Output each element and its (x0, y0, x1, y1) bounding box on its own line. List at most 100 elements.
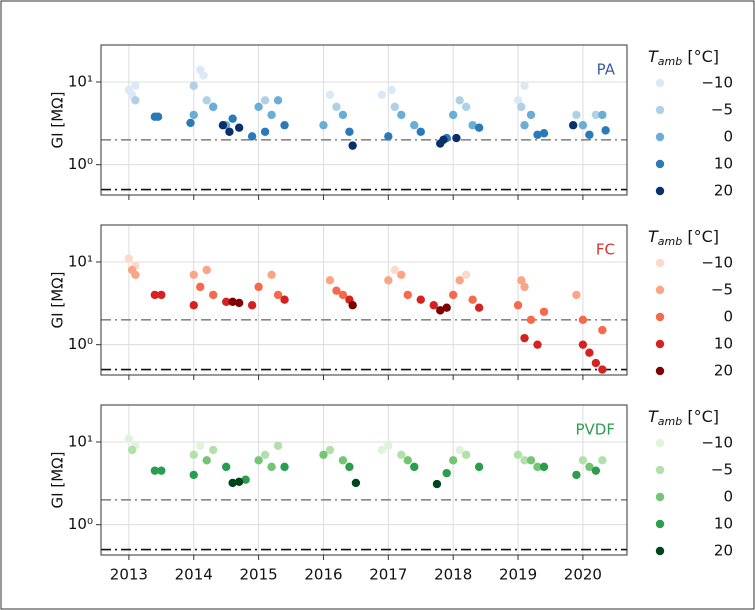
point (228, 297, 237, 307)
point (520, 81, 529, 90)
point (520, 282, 529, 292)
point (189, 81, 198, 90)
legend-marker (655, 546, 665, 556)
point (209, 445, 218, 455)
point (348, 141, 357, 150)
point (384, 132, 393, 141)
legend-title-part: amb (658, 55, 682, 68)
point (526, 315, 536, 324)
point (189, 301, 198, 310)
point (254, 456, 263, 465)
legend-title-part: T (648, 47, 659, 66)
point (273, 441, 283, 450)
legend-label: 20 (714, 362, 733, 380)
point (218, 121, 228, 130)
point (280, 295, 289, 304)
point (267, 270, 276, 279)
point (338, 110, 348, 120)
point (234, 123, 244, 132)
legend-label: −10 (701, 254, 733, 272)
x-tick-label: 2014 (175, 566, 213, 584)
point (572, 470, 581, 480)
point (209, 102, 218, 112)
x-tick-label: 2016 (304, 566, 342, 584)
point (247, 132, 257, 141)
point (591, 358, 601, 368)
point (448, 456, 458, 465)
point (228, 478, 237, 488)
point (429, 301, 438, 310)
point (442, 468, 451, 478)
legend-marker (655, 78, 665, 88)
point (455, 96, 464, 105)
point (397, 110, 406, 120)
point (338, 456, 348, 465)
point (384, 441, 393, 450)
legend-marker (655, 132, 665, 142)
point (280, 121, 289, 130)
point (585, 348, 594, 357)
point (377, 445, 387, 455)
point (520, 121, 529, 130)
legend-marker (655, 339, 665, 349)
point (526, 110, 536, 120)
legend-marker (655, 258, 665, 268)
point (199, 71, 208, 80)
legend-marker (655, 465, 665, 475)
legend-marker (655, 438, 665, 448)
legend-title-part: [°C] (682, 407, 719, 426)
legend-label: 10 (714, 335, 733, 353)
point (157, 466, 166, 475)
point (533, 130, 542, 139)
point (601, 126, 610, 135)
point (410, 462, 419, 472)
legend-marker (655, 285, 665, 295)
point (260, 450, 270, 459)
point (598, 456, 607, 465)
legend-title: Tamb [°C] (648, 47, 719, 69)
point (448, 110, 458, 120)
point (533, 340, 542, 349)
point (131, 96, 140, 105)
y-tick-label: 10⁰ (68, 335, 93, 353)
point (247, 301, 257, 310)
point (572, 290, 581, 300)
point (591, 466, 601, 475)
point (189, 470, 198, 480)
point (387, 85, 396, 95)
point (578, 456, 588, 465)
point (345, 462, 354, 472)
y-tick-label: 10⁰ (68, 515, 93, 533)
point (452, 133, 461, 143)
point (267, 462, 276, 472)
point (578, 340, 588, 349)
point (351, 478, 361, 488)
point (377, 90, 387, 99)
point (131, 270, 140, 279)
point (598, 325, 607, 335)
legend-marker (655, 519, 665, 529)
point (578, 315, 588, 324)
legend-marker (655, 312, 665, 322)
panel-title: PVDF (576, 421, 616, 439)
point (196, 282, 205, 292)
point (338, 290, 348, 300)
point (241, 475, 250, 484)
legend-marker (655, 186, 665, 196)
point (432, 479, 442, 489)
legend-marker (655, 492, 665, 502)
plot-frame (100, 224, 628, 376)
point (539, 462, 549, 472)
point (390, 102, 400, 112)
plot-frame (100, 44, 628, 196)
point (186, 118, 195, 128)
legend-title-part: amb (658, 235, 682, 248)
point (221, 297, 231, 307)
point (345, 127, 354, 136)
point (348, 301, 357, 310)
point (332, 102, 341, 112)
point (520, 333, 529, 343)
legend-label: 0 (723, 128, 733, 146)
point (578, 121, 588, 130)
